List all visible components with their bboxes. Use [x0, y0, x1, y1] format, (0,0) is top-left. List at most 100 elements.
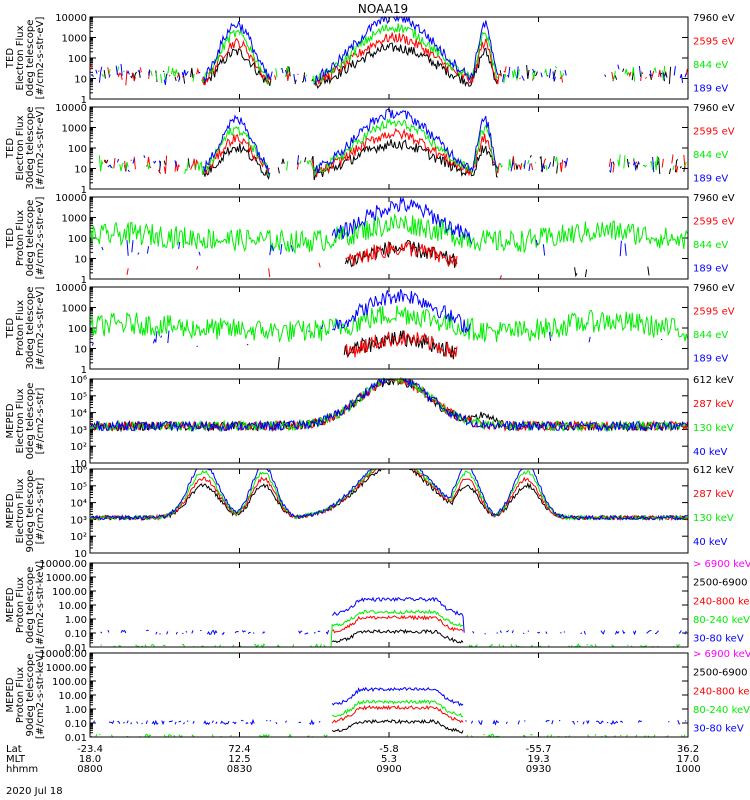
y-tick-label: 0.01 [65, 733, 87, 744]
legend-entry: 287 keV [693, 399, 734, 410]
legend-entry: 189 eV [693, 83, 728, 94]
series-black-trace [114, 630, 688, 647]
y-axis-label: 0deg telescope [25, 20, 36, 97]
y-axis-label: [#/cm2-s-str-keV] [35, 561, 46, 649]
x-tick-mlt: 19.3 [527, 754, 549, 765]
x-tick-lat: -5.8 [379, 744, 399, 755]
y-axis-label: TED [5, 228, 16, 249]
y-axis-label: 90deg telescope [25, 469, 36, 552]
y-tick-label: 10² [70, 532, 87, 543]
y-tick-label: 100.00 [52, 587, 87, 598]
y-tick-label: 10² [70, 442, 87, 453]
y-axis-label: MEPED [5, 493, 16, 528]
legend-entry: 189 eV [693, 173, 728, 184]
panel-frame [89, 652, 689, 738]
chart-panel-3: 1 10 100 1000 10000 7960 eV 2595 eV 844 eV 189 e… [5, 193, 735, 286]
y-tick-label: 10⁵ [70, 482, 87, 493]
y-tick-label: 1000.00 [46, 573, 87, 584]
x-tick-mlt: 17.0 [677, 754, 699, 765]
y-axis-label: [#/cm2-s-str-eV] [35, 287, 46, 370]
legend-entry: 7960 eV [693, 193, 735, 204]
legend-entry: 189 eV [693, 263, 728, 274]
x-tick-lat: -23.4 [77, 744, 103, 755]
y-tick-label: 1000 [62, 304, 87, 315]
legend-entry: 240-800 ke [693, 686, 750, 697]
y-tick-label: 10³ [70, 425, 87, 436]
x-tick-hhmm: 0800 [77, 764, 102, 775]
legend-entry: 130 keV [693, 423, 734, 434]
y-tick-label: 1 [81, 185, 87, 196]
y-tick-label: 10 [74, 255, 87, 266]
y-tick-label: 10.00 [58, 601, 87, 612]
x-tick-mlt: 18.0 [79, 754, 101, 765]
y-tick-label: 10 [74, 549, 87, 560]
x-tick-hhmm: 0830 [227, 764, 252, 775]
legend-entry: 2595 eV [693, 216, 735, 227]
y-axis-label: 0deg telescope [25, 200, 36, 277]
y-tick-label: 100.00 [52, 677, 87, 688]
y-tick-label: 1000.00 [46, 663, 87, 674]
y-axis-label: [#/cm2-s-str-eV] [35, 107, 46, 190]
y-axis-label: MEPED [5, 403, 16, 438]
y-axis-label: 0deg telescope [25, 383, 36, 460]
y-axis-label: Electron Flux [15, 478, 26, 543]
y-axis-label: Electron Flux [15, 115, 26, 180]
y-tick-label: 10⁶ [70, 465, 87, 476]
y-tick-label: 1 [81, 365, 87, 376]
y-tick-label: 10000 [55, 103, 87, 114]
legend-entry: 80-240 keV [693, 615, 750, 626]
panel-frame [89, 562, 689, 648]
legend-entry: 7960 eV [693, 283, 735, 294]
legend-entry: 2500-6900 [693, 578, 748, 589]
y-tick-label: 0.01 [65, 643, 87, 654]
series-black-trace [90, 468, 688, 522]
y-tick-label: 0.10 [65, 719, 87, 730]
y-tick-label: 100 [68, 324, 87, 335]
x-tick-lat: 72.4 [228, 744, 250, 755]
series-black-trace [104, 139, 687, 180]
panel-frame [89, 378, 689, 464]
panels: 1 10 100 1000 10000 7960 eV 2595 eV 844 eV 189 e… [5, 13, 750, 744]
y-tick-label: 1.00 [65, 705, 87, 716]
y-tick-label: 10000.00 [39, 559, 87, 570]
figure-title: NOAA19 [358, 2, 408, 16]
y-tick-label: 10⁴ [70, 499, 87, 510]
y-tick-label: 1.00 [65, 615, 87, 626]
chart-panel-2: 1 10 100 1000 10000 7960 eV 2595 eV 844 eV 189 e… [5, 103, 735, 196]
y-axis-label: TED [5, 48, 16, 69]
x-axis-row-label: Lat [6, 744, 22, 755]
legend-entry: 844 eV [693, 60, 728, 71]
series-red-trace [90, 377, 688, 432]
y-tick-label: 10000 [55, 193, 87, 204]
series-green-trace [90, 468, 688, 521]
y-axis-label: Electron Flux [15, 388, 26, 453]
legend-entry: 2595 eV [693, 36, 735, 47]
series-blue-trace [100, 596, 687, 636]
y-tick-label: 1000 [62, 34, 87, 45]
y-tick-label: 10 [74, 75, 87, 86]
y-tick-label: 10 [74, 165, 87, 176]
legend-entry: > 6900 keV [693, 559, 750, 570]
chart-panel-7: 0.01 0.10 1.00 10.00 100.00 1000.00 10000.00 > … [5, 559, 750, 654]
y-axis-label: Electron Flux [15, 25, 26, 90]
legend-entry: 40 keV [693, 447, 727, 458]
y-axis-label: [#/cm2-s-str] [35, 387, 46, 454]
x-tick-hhmm: 0900 [376, 764, 401, 775]
y-axis-label: [#/cm2-s-str-eV] [35, 197, 46, 280]
x-axis-row-label: hhmm [6, 764, 38, 775]
chart-panel-5: 10 10² 10³ 10⁴ 10⁵ 10⁶ 612 keV 287 keV 130 keV 40… [5, 375, 734, 470]
chart-panel-8: 0.01 0.10 1.00 10.00 100.00 1000.00 10000.00 > … [5, 649, 750, 744]
y-axis-label: 30deg telescope [25, 106, 36, 189]
legend-entry: 844 eV [693, 240, 728, 251]
x-tick-hhmm: 1000 [675, 764, 700, 775]
legend-entry: 612 keV [693, 465, 734, 476]
y-tick-label: 10 [74, 345, 87, 356]
chart-panel-4: 1 10 100 1000 10000 7960 eV 2595 eV 844 eV 189 e… [5, 283, 735, 376]
y-tick-label: 10000 [55, 13, 87, 24]
series-green-trace [102, 23, 688, 85]
y-tick-label: 100 [68, 54, 87, 65]
y-axis-label: 30deg telescope [25, 286, 36, 369]
y-axis-label: TED [5, 318, 16, 339]
legend-entry: 2595 eV [693, 306, 735, 317]
